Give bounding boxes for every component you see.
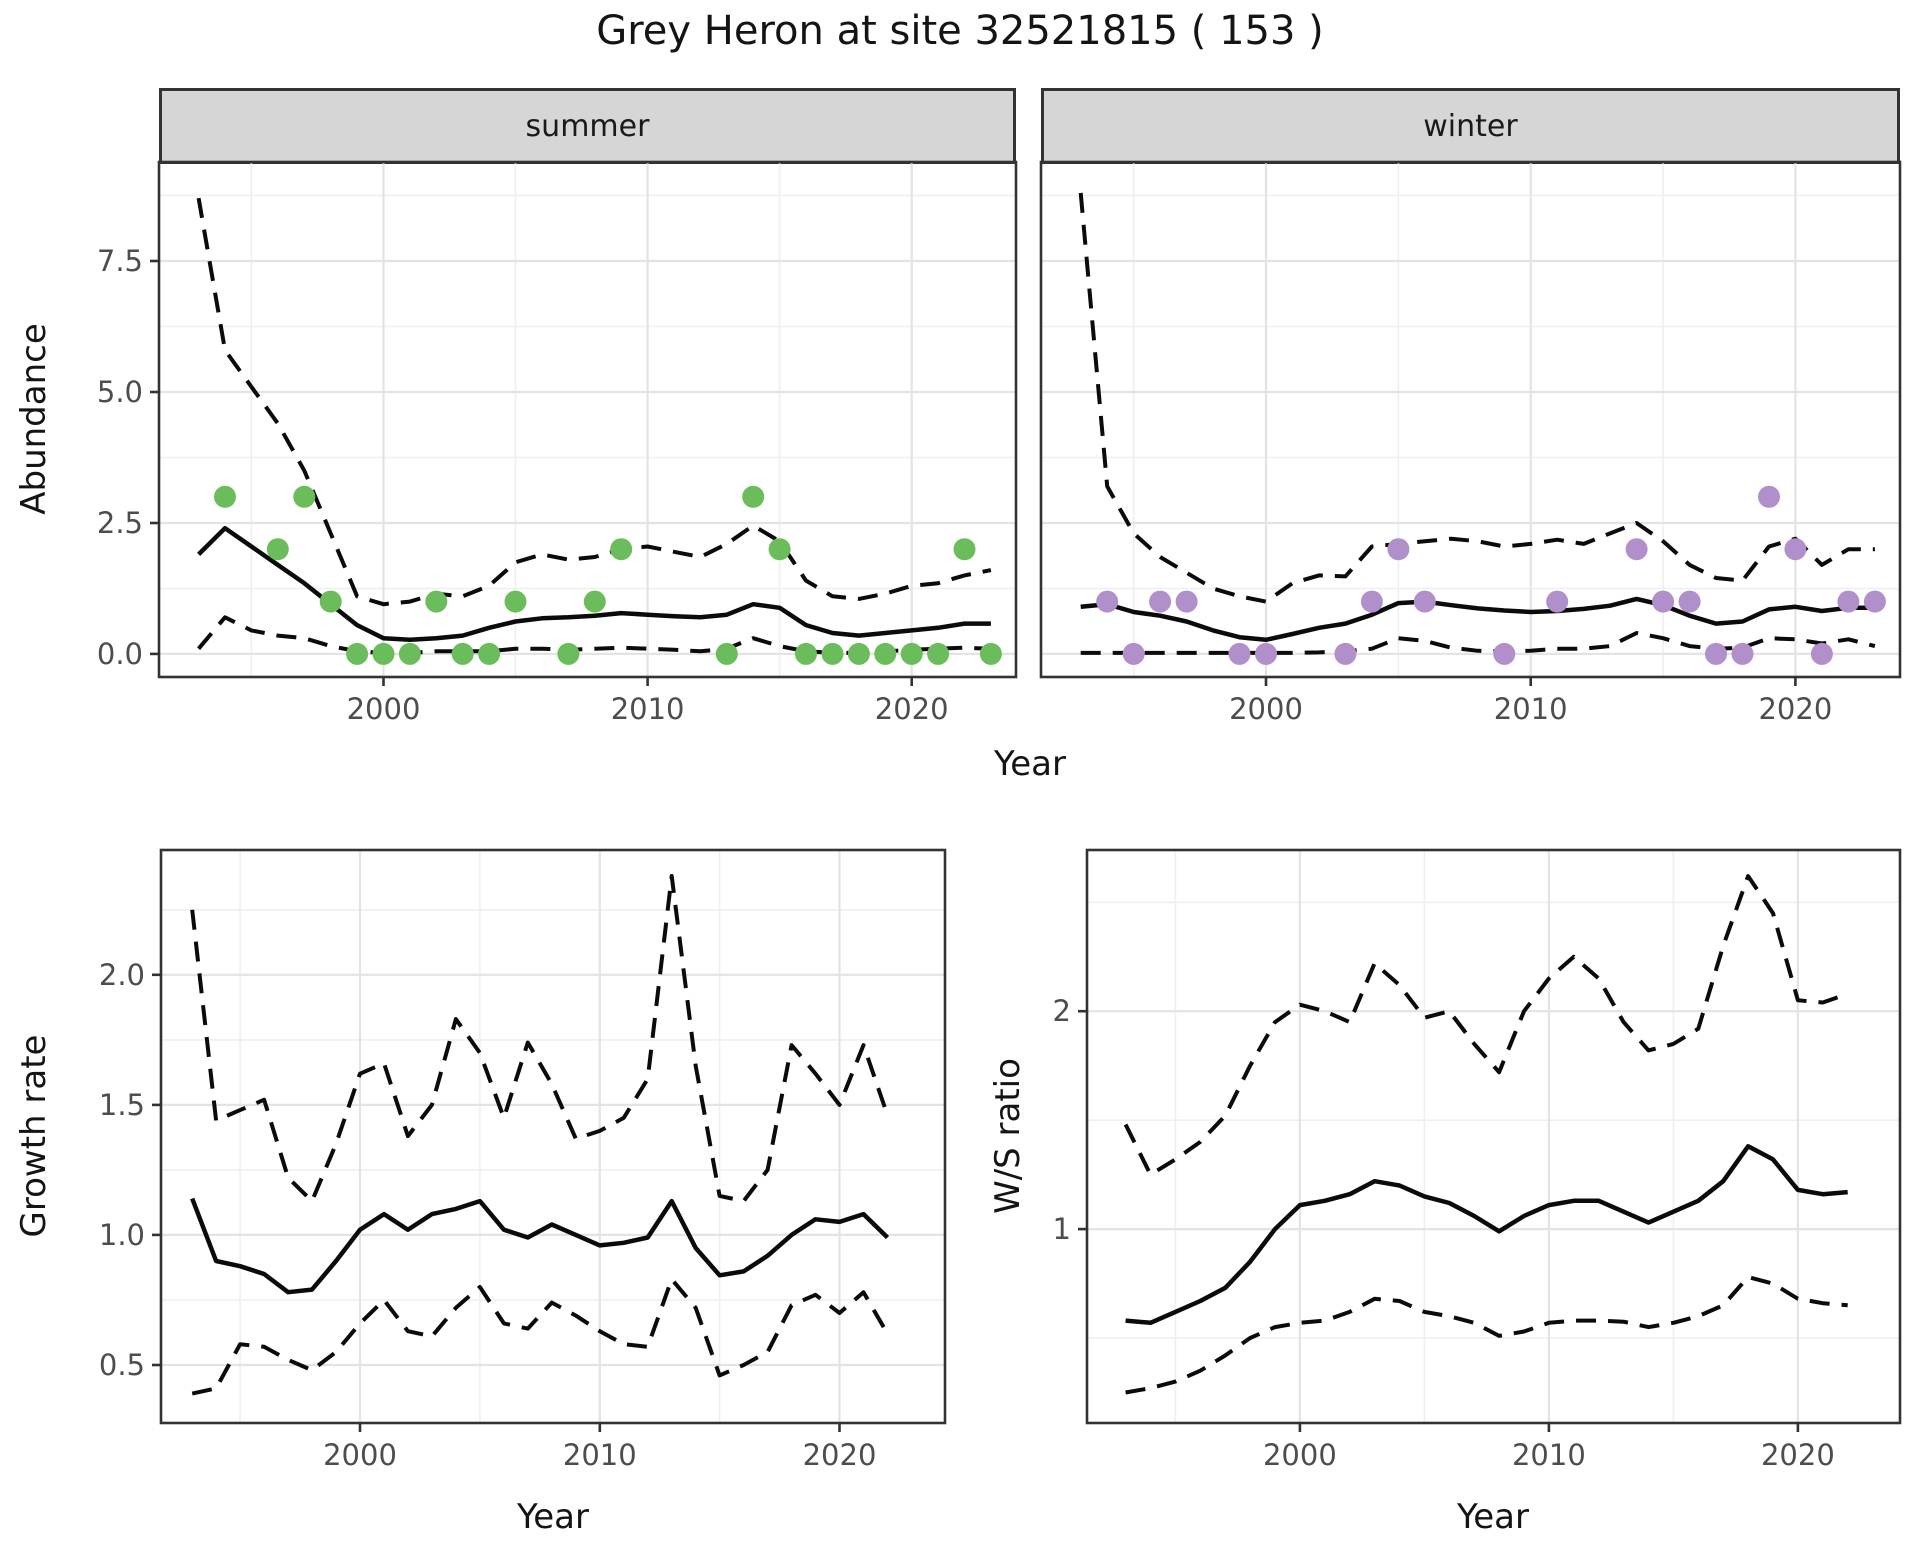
observation-point <box>795 642 817 665</box>
observation-point <box>742 485 765 508</box>
observation-point <box>1096 590 1119 613</box>
observation-point <box>1652 590 1675 613</box>
observation-point <box>1705 642 1727 665</box>
observation-point <box>451 642 474 665</box>
x-axis-title-year-growth: Year <box>517 1497 589 1537</box>
observation-point <box>1334 642 1357 665</box>
x-tick-label: 2000 <box>1263 1438 1337 1472</box>
y-tick-label: 5.0 <box>97 375 143 409</box>
facet-strip-winter: winter <box>1041 88 1900 164</box>
observation-point <box>1784 538 1807 561</box>
x-axis-title-year-top: Year <box>994 744 1066 784</box>
observation-point <box>583 590 606 613</box>
observation-point <box>425 590 448 613</box>
x-tick-label: 2000 <box>323 1438 397 1472</box>
observation-point <box>1413 590 1436 613</box>
observation-point <box>874 642 897 665</box>
observation-point <box>1493 642 1516 665</box>
observation-point <box>1678 590 1701 613</box>
observation-point <box>1758 485 1780 508</box>
estimate-line <box>1125 1144 1848 1326</box>
facet-strip-summer: summer <box>159 88 1016 164</box>
observation-point <box>1546 590 1569 613</box>
observation-point <box>1255 642 1277 665</box>
x-tick-label: 2020 <box>803 1438 877 1472</box>
panel-border <box>157 160 1018 679</box>
y-tick-label: 7.5 <box>97 244 143 278</box>
observation-point <box>1625 538 1648 561</box>
observation-point <box>266 538 289 561</box>
observation-point <box>715 642 738 665</box>
x-tick-label: 2000 <box>347 692 421 726</box>
upper-ci-line <box>1078 192 1875 604</box>
facet-strip-winter-label: winter <box>1423 108 1518 144</box>
observation-point <box>768 538 791 561</box>
observation-point <box>293 485 316 508</box>
observation-point <box>478 642 501 665</box>
observation-point <box>1810 642 1833 665</box>
x-tick-label: 2010 <box>1512 1438 1586 1472</box>
lower-ci-line <box>191 1277 890 1396</box>
observation-point <box>504 590 527 613</box>
x-tick-label: 2010 <box>611 692 685 726</box>
x-tick-label: 2010 <box>1494 692 1568 726</box>
observation-point <box>821 642 844 665</box>
observation-point <box>557 642 580 665</box>
y-axis-title-ws-ratio: W/S ratio <box>988 1058 1028 1214</box>
observation-point <box>927 642 950 665</box>
y-tick-label: 0.5 <box>99 1348 145 1382</box>
x-tick-label: 2000 <box>1229 692 1303 726</box>
observation-point <box>900 642 923 665</box>
x-tick-label: 2020 <box>1758 692 1832 726</box>
y-tick-label: 1.0 <box>99 1218 145 1252</box>
observation-point <box>1360 590 1383 613</box>
y-tick-label: 0.0 <box>97 637 143 671</box>
observation-point <box>979 642 1002 665</box>
facet-strip-summer-label: summer <box>525 108 650 144</box>
observation-point <box>1387 538 1410 561</box>
observation-point <box>1837 590 1860 613</box>
y-axis-title-abundance: Abundance <box>14 323 54 515</box>
y-tick-label: 1.5 <box>99 1088 145 1122</box>
panel-border <box>1085 848 1902 1425</box>
observation-point <box>1228 642 1251 665</box>
observation-point <box>398 642 421 665</box>
y-tick-label: 1 <box>1053 1212 1071 1246</box>
upper-ci-line <box>190 874 890 1204</box>
lower-ci-line <box>1125 1275 1848 1395</box>
panel-border <box>159 848 947 1425</box>
observation-point <box>346 642 369 665</box>
observation-point <box>847 642 870 665</box>
upper-ci-line <box>1123 874 1849 1177</box>
observation-point <box>319 590 342 613</box>
estimate-line <box>190 1197 890 1295</box>
y-tick-label: 2 <box>1053 994 1071 1028</box>
observation-point <box>953 538 976 561</box>
observation-point <box>1863 590 1886 613</box>
observation-point <box>1175 590 1198 613</box>
x-tick-label: 2020 <box>1761 1438 1835 1472</box>
upper-ci-line <box>196 197 992 607</box>
observation-point <box>372 642 395 665</box>
observation-point <box>610 538 633 561</box>
lower-ci-line <box>1080 631 1876 655</box>
y-tick-label: 2.0 <box>99 958 145 992</box>
panel-border <box>1039 160 1902 679</box>
x-tick-label: 2020 <box>875 692 949 726</box>
plot-title: Grey Heron at site 32521815 ( 153 ) <box>596 8 1324 54</box>
estimate-line <box>1080 596 1875 643</box>
x-axis-title-year-ws: Year <box>1457 1497 1529 1537</box>
y-tick-label: 2.5 <box>97 506 143 540</box>
observation-point <box>1122 642 1145 665</box>
x-tick-label: 2010 <box>563 1438 637 1472</box>
observation-point <box>1149 590 1172 613</box>
estimate-line <box>197 525 991 643</box>
observation-point <box>214 485 236 508</box>
y-axis-title-growth-rate: Growth rate <box>14 1034 54 1238</box>
observation-point <box>1731 642 1754 665</box>
